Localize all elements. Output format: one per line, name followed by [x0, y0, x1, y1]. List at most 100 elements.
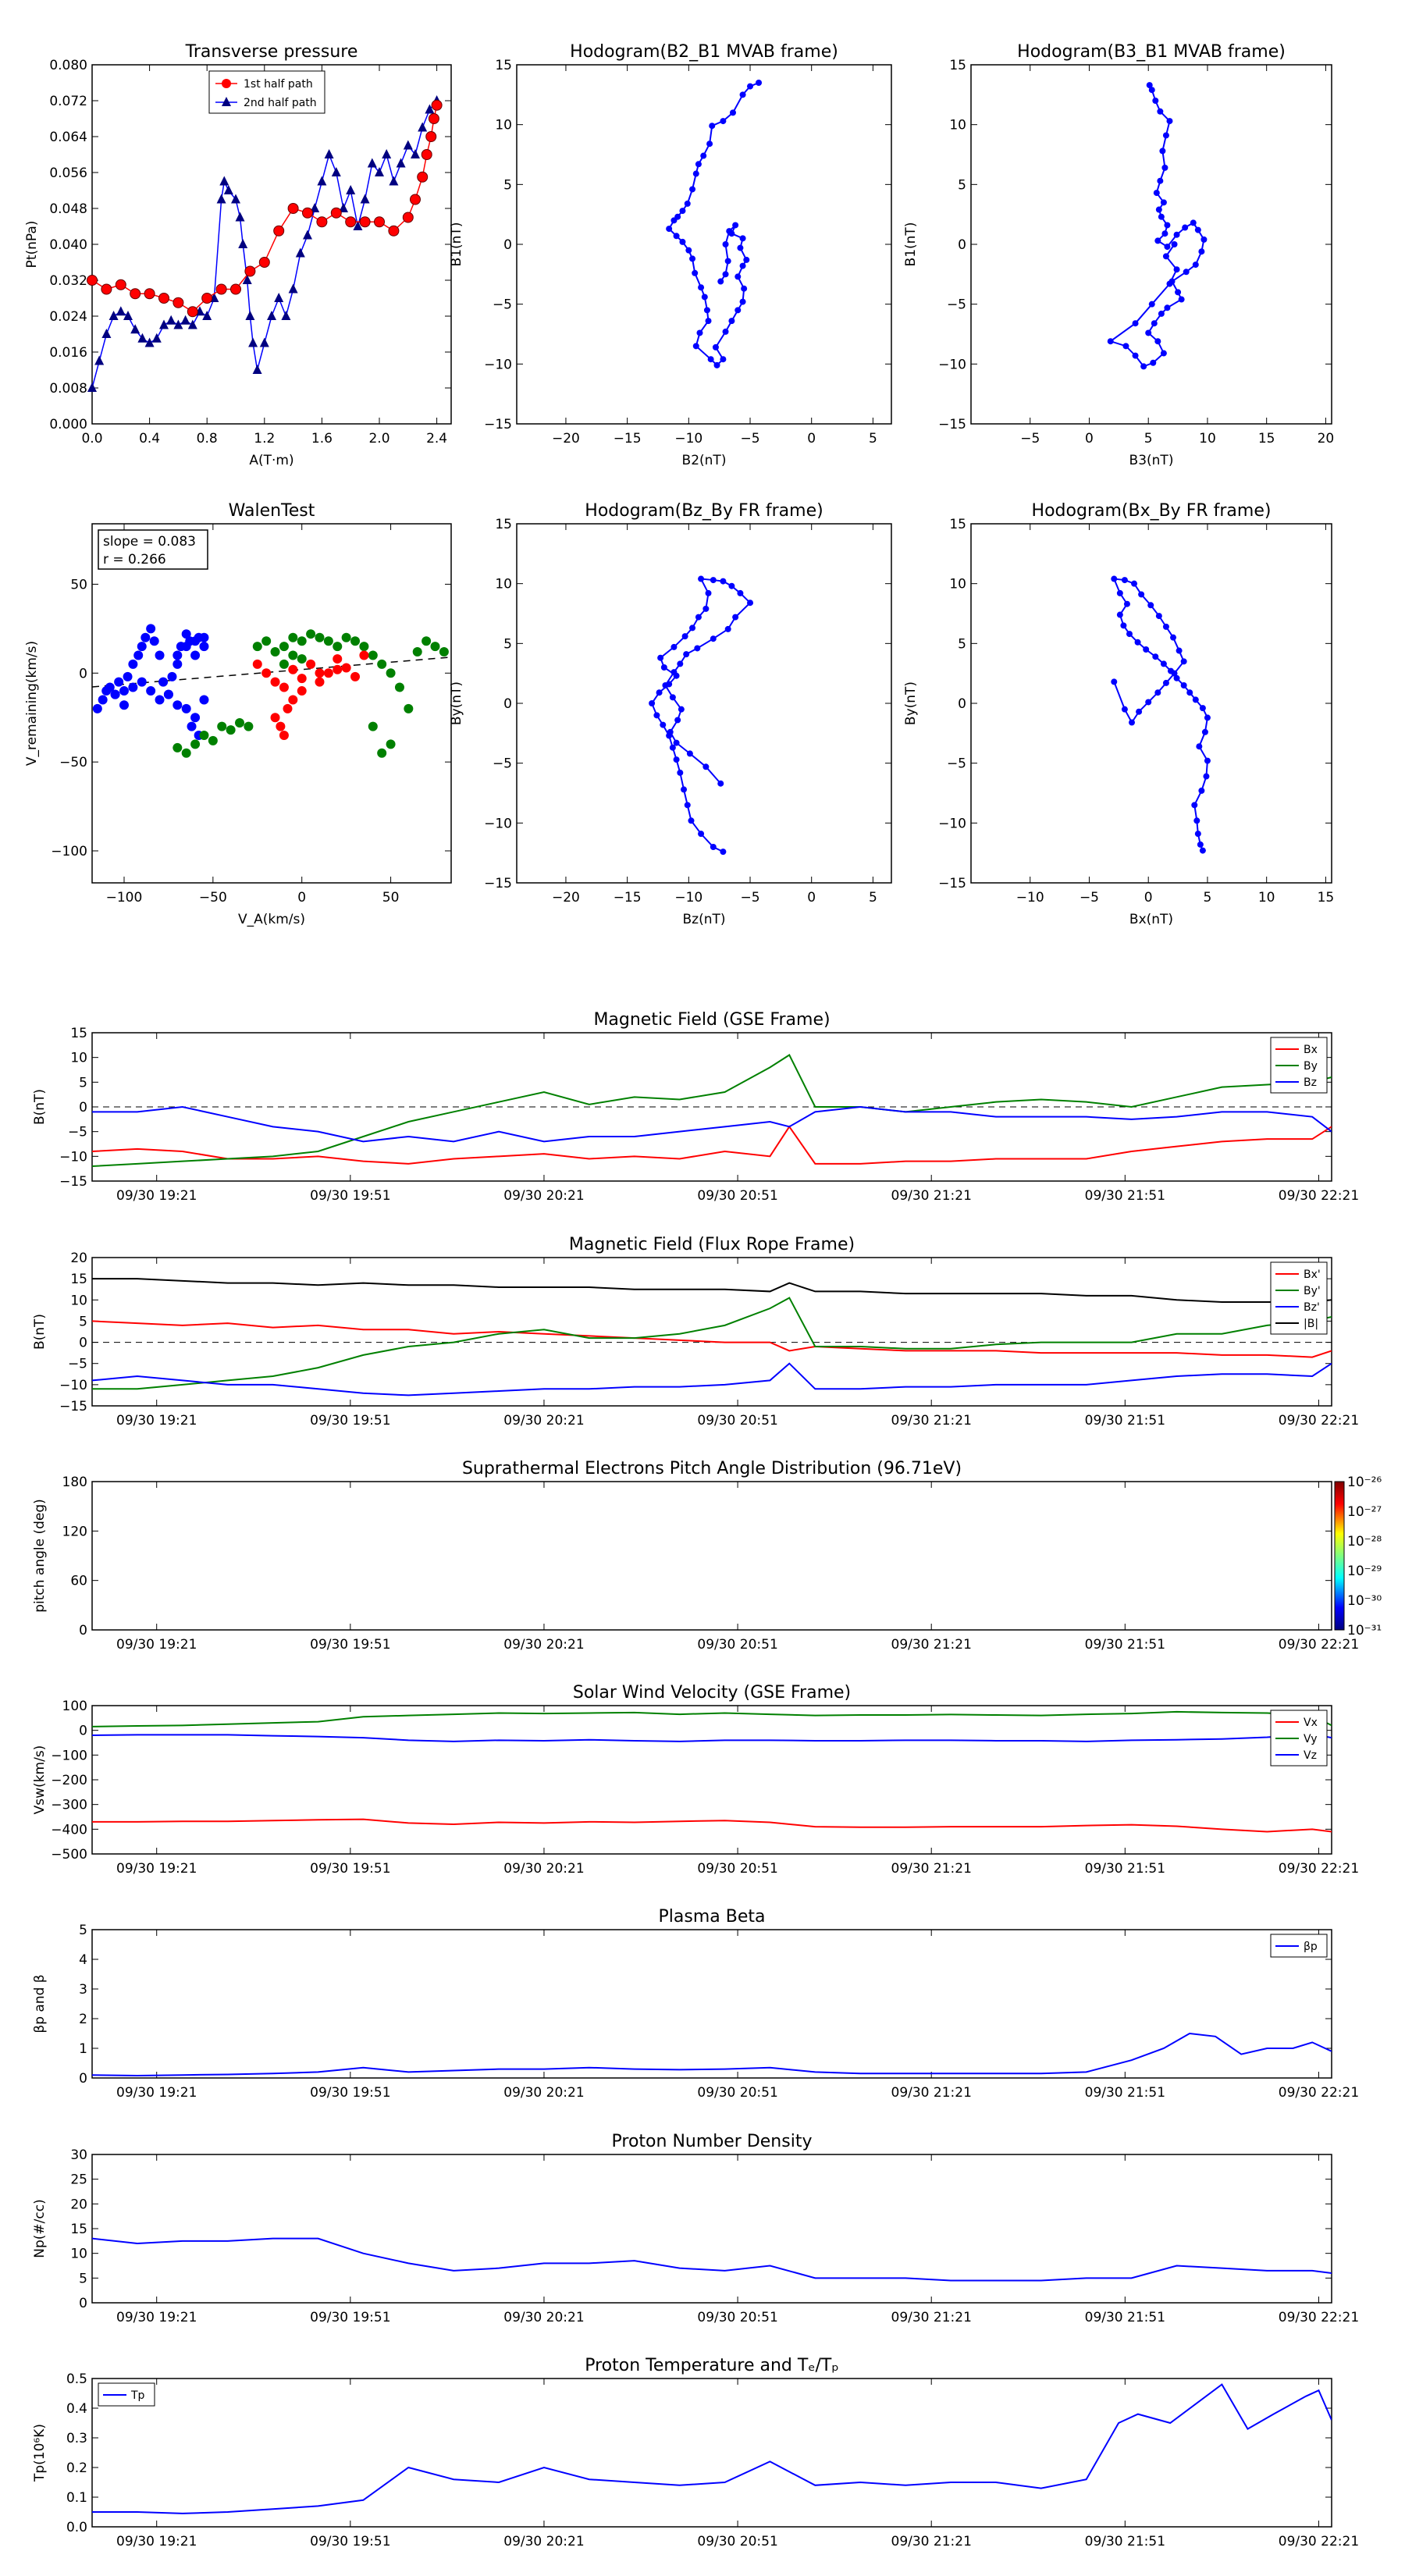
- data-point-green: [377, 748, 387, 758]
- fit-line: [92, 656, 451, 688]
- data-point-2nd-half: [87, 382, 97, 392]
- hodogram-point: [1164, 304, 1171, 311]
- data-point-green: [394, 682, 404, 692]
- hodogram-point: [702, 605, 710, 612]
- data-point-green: [430, 642, 440, 652]
- data-point-blue: [190, 650, 201, 660]
- hodogram-point: [692, 343, 699, 350]
- legend-label: By': [1304, 1285, 1321, 1297]
- hodogram-point: [710, 635, 717, 642]
- data-point-2nd-half: [259, 337, 269, 347]
- hodogram-point: [1121, 706, 1128, 713]
- legend-label: Bx': [1304, 1268, 1321, 1281]
- legend-label: Vz: [1304, 1749, 1317, 1762]
- hodogram-point: [1180, 682, 1187, 688]
- hodogram-point: [1160, 350, 1167, 357]
- y-tick-label: 5: [958, 636, 966, 652]
- hodogram-point: [1160, 199, 1167, 206]
- data-point-1st-half: [173, 297, 184, 308]
- data-point-red: [350, 671, 361, 681]
- time-tick-label: 09/30 19:21: [116, 2534, 197, 2549]
- hodogram-point: [1204, 757, 1211, 764]
- data-point-red: [288, 664, 298, 674]
- data-point-1st-half: [87, 275, 98, 286]
- plot-frame: [91, 1257, 1332, 1407]
- y-tick-label: 2: [79, 2012, 87, 2027]
- legend-label: Bz': [1304, 1301, 1320, 1314]
- data-point-green: [422, 636, 432, 646]
- data-point-green: [323, 636, 333, 646]
- data-point-2nd-half: [187, 319, 197, 329]
- data-point-green: [350, 636, 361, 646]
- hodogram-point: [724, 625, 731, 632]
- plot-title: Suprathermal Electrons Pitch Angle Distr…: [462, 1459, 962, 1478]
- y-tick-label: 15: [70, 2222, 87, 2237]
- data-point-1st-half: [359, 216, 371, 228]
- data-point-blue: [173, 700, 183, 710]
- hodogram-point: [717, 780, 724, 787]
- y-tick-label: 0.064: [49, 130, 87, 145]
- data-point-red: [333, 664, 343, 674]
- hodogram-point: [741, 285, 748, 292]
- data-point-red: [297, 686, 307, 696]
- time-tick-label: 09/30 21:51: [1085, 1188, 1165, 1204]
- colorbar-tick-label: 10⁻³¹: [1347, 1623, 1382, 1638]
- series-line-2: [92, 1733, 1332, 1742]
- time-tick-label: 09/30 21:51: [1085, 1637, 1165, 1653]
- data-point-2nd-half: [382, 149, 392, 158]
- data-point-2nd-half: [144, 337, 155, 347]
- hodogram-point: [684, 200, 691, 207]
- data-point-1st-half: [425, 131, 437, 142]
- time-tick-label: 09/30 19:51: [310, 2534, 390, 2549]
- time-tick-label: 09/30 22:21: [1279, 2534, 1359, 2549]
- hodogram-point: [684, 802, 691, 809]
- plot-title: Proton Temperature and Tₑ/Tₚ: [585, 2356, 839, 2375]
- hodogram-point: [694, 645, 701, 652]
- y-tick-label: −200: [51, 1773, 87, 1788]
- data-point-red: [261, 668, 272, 678]
- hodogram-point: [692, 170, 699, 177]
- y-tick-label: 4: [79, 1952, 87, 1968]
- hodogram-point: [1176, 647, 1183, 654]
- data-point-1st-half: [273, 225, 285, 237]
- hodogram-point: [1192, 696, 1199, 703]
- hodogram-point: [1161, 230, 1168, 237]
- hodogram-point: [1153, 190, 1160, 197]
- time-tick-label: 09/30 20:51: [697, 2534, 777, 2549]
- x-tick-label: 5: [1204, 890, 1212, 906]
- x-axis-label: B3(nT): [1129, 453, 1174, 468]
- hodogram-point: [649, 700, 656, 706]
- x-tick-label: −50: [199, 890, 227, 906]
- time-tick-label: 09/30 19:51: [310, 1861, 390, 1877]
- legend-label: |B|: [1304, 1318, 1318, 1330]
- hodogram-point: [681, 786, 688, 793]
- plot-frame: [91, 1929, 1332, 2079]
- data-point-1st-half: [410, 194, 421, 205]
- y-tick-label: 0: [958, 696, 966, 712]
- data-point-red: [323, 668, 333, 678]
- x-tick-label: −15: [614, 890, 642, 906]
- data-point-2nd-half: [108, 311, 119, 320]
- y-tick-label: 0.016: [49, 345, 87, 361]
- data-point-2nd-half: [116, 306, 126, 316]
- data-point-green: [173, 742, 183, 753]
- data-point-blue: [163, 689, 173, 699]
- hodogram-point: [747, 83, 754, 90]
- hodogram-point: [683, 651, 690, 658]
- legend-label: Tp: [130, 2389, 145, 2402]
- data-point-2nd-half: [123, 311, 133, 320]
- x-axis-label: Bx(nT): [1129, 912, 1173, 927]
- y-axis-label: By(nT): [903, 681, 919, 725]
- hodogram-point: [1122, 343, 1129, 350]
- hodogram-point: [669, 694, 676, 701]
- time-tick-label: 09/30 22:21: [1279, 2085, 1359, 2101]
- x-tick-label: 0.0: [81, 431, 102, 447]
- colorbar-tick-label: 10⁻²⁷: [1347, 1504, 1382, 1520]
- x-tick-label: 0.4: [139, 431, 160, 447]
- y-tick-label: 0.1: [66, 2490, 87, 2506]
- data-point-red: [333, 654, 343, 664]
- hodogram-point: [1157, 177, 1164, 184]
- data-point-blue: [119, 700, 129, 710]
- data-point-1st-half: [302, 207, 313, 219]
- data-point-green: [252, 642, 262, 652]
